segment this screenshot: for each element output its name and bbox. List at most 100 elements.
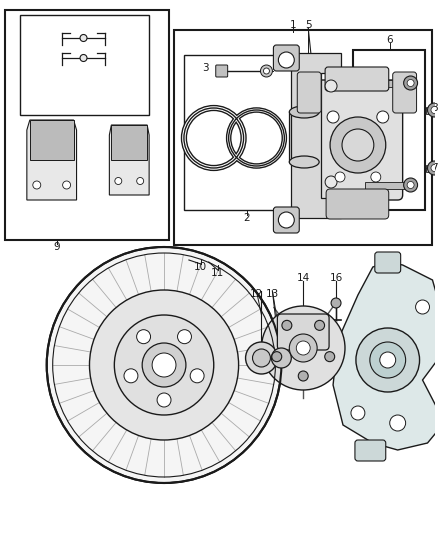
Text: 11: 11: [211, 268, 224, 278]
Polygon shape: [30, 120, 74, 160]
Circle shape: [296, 341, 310, 355]
Polygon shape: [111, 125, 147, 160]
Circle shape: [404, 76, 417, 90]
Circle shape: [47, 247, 281, 483]
Circle shape: [177, 330, 191, 344]
Bar: [353, 50, 424, 210]
Circle shape: [327, 111, 339, 123]
Circle shape: [370, 342, 406, 378]
Circle shape: [264, 68, 269, 74]
Text: 14: 14: [297, 273, 310, 283]
FancyBboxPatch shape: [308, 80, 403, 200]
Circle shape: [253, 349, 270, 367]
Bar: [290, 112, 319, 162]
Circle shape: [80, 54, 87, 61]
Bar: [365, 182, 410, 189]
Bar: [5, 10, 169, 240]
Text: 10: 10: [194, 262, 207, 272]
Circle shape: [282, 320, 292, 330]
FancyBboxPatch shape: [355, 440, 386, 461]
Text: 6: 6: [386, 35, 393, 45]
Circle shape: [114, 315, 214, 415]
FancyBboxPatch shape: [325, 67, 389, 91]
Bar: [426, 107, 434, 114]
Circle shape: [261, 306, 345, 390]
Bar: [20, 15, 149, 115]
Polygon shape: [291, 53, 341, 218]
Circle shape: [390, 415, 406, 431]
Circle shape: [331, 298, 341, 308]
Circle shape: [33, 181, 41, 189]
Circle shape: [351, 406, 365, 420]
Circle shape: [325, 352, 335, 362]
Text: 3: 3: [202, 63, 209, 73]
Circle shape: [407, 182, 414, 189]
Circle shape: [80, 35, 87, 42]
Circle shape: [279, 212, 294, 228]
Circle shape: [356, 328, 420, 392]
Polygon shape: [333, 262, 438, 450]
FancyBboxPatch shape: [393, 72, 417, 113]
Circle shape: [342, 129, 374, 161]
Circle shape: [157, 393, 171, 407]
Circle shape: [314, 320, 325, 330]
Text: 13: 13: [266, 289, 279, 299]
FancyBboxPatch shape: [273, 207, 299, 233]
Circle shape: [272, 348, 291, 368]
Circle shape: [298, 371, 308, 381]
Circle shape: [325, 176, 337, 188]
Text: 7: 7: [431, 163, 438, 173]
Circle shape: [290, 334, 317, 362]
Text: 16: 16: [329, 273, 343, 283]
Circle shape: [63, 181, 71, 189]
Text: 5: 5: [305, 20, 311, 30]
Text: 15: 15: [282, 365, 295, 375]
Circle shape: [115, 177, 122, 184]
Text: 2: 2: [243, 213, 250, 223]
Circle shape: [427, 161, 438, 175]
Circle shape: [190, 369, 204, 383]
Text: 1: 1: [290, 20, 297, 30]
Text: 17: 17: [379, 265, 392, 275]
FancyBboxPatch shape: [375, 252, 401, 273]
Circle shape: [416, 300, 430, 314]
Circle shape: [124, 369, 138, 383]
Text: 9: 9: [53, 242, 60, 252]
Circle shape: [431, 107, 438, 114]
Circle shape: [377, 111, 389, 123]
Circle shape: [325, 80, 337, 92]
FancyBboxPatch shape: [273, 45, 299, 71]
Circle shape: [89, 290, 239, 440]
Circle shape: [380, 352, 396, 368]
Circle shape: [431, 165, 438, 172]
Circle shape: [427, 103, 438, 117]
Ellipse shape: [290, 106, 319, 118]
Bar: [426, 165, 434, 172]
Circle shape: [335, 172, 345, 182]
Polygon shape: [27, 120, 77, 200]
Circle shape: [330, 117, 386, 173]
Circle shape: [142, 343, 186, 387]
Text: 12: 12: [250, 289, 263, 299]
Circle shape: [407, 79, 414, 86]
FancyBboxPatch shape: [297, 72, 321, 113]
Ellipse shape: [290, 156, 319, 168]
FancyBboxPatch shape: [277, 314, 329, 350]
Circle shape: [261, 65, 272, 77]
Text: 8: 8: [431, 103, 438, 113]
Circle shape: [279, 52, 294, 68]
Circle shape: [137, 330, 151, 344]
Circle shape: [371, 172, 381, 182]
Circle shape: [404, 178, 417, 192]
FancyBboxPatch shape: [326, 189, 389, 219]
Polygon shape: [110, 125, 149, 195]
FancyBboxPatch shape: [216, 65, 228, 77]
Circle shape: [272, 352, 282, 362]
Circle shape: [137, 177, 144, 184]
Text: 4: 4: [280, 63, 286, 73]
Bar: [174, 30, 432, 245]
Bar: [184, 55, 308, 210]
Circle shape: [246, 342, 277, 374]
Bar: [365, 79, 410, 86]
Circle shape: [152, 353, 176, 377]
